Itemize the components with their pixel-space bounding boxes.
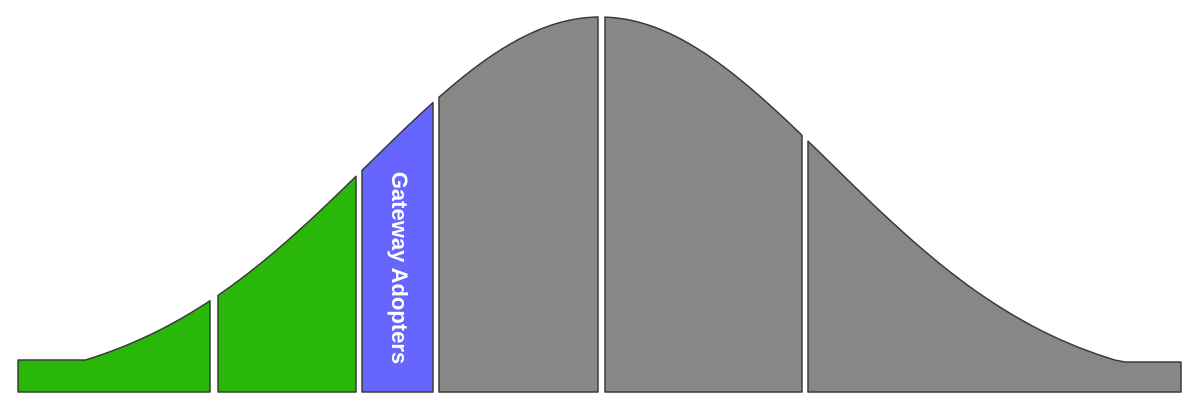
segment-6: [807, 140, 1182, 393]
curve-segments: [17, 16, 1182, 393]
segment-5: [604, 16, 803, 393]
segment-4: [438, 16, 599, 393]
segment-3: [361, 101, 434, 393]
segment-2: [217, 175, 357, 393]
segment-labels: Gateway Adopters: [387, 172, 412, 364]
segment-1: [17, 299, 211, 393]
gateway-adopters-label: Gateway Adopters: [387, 172, 412, 364]
